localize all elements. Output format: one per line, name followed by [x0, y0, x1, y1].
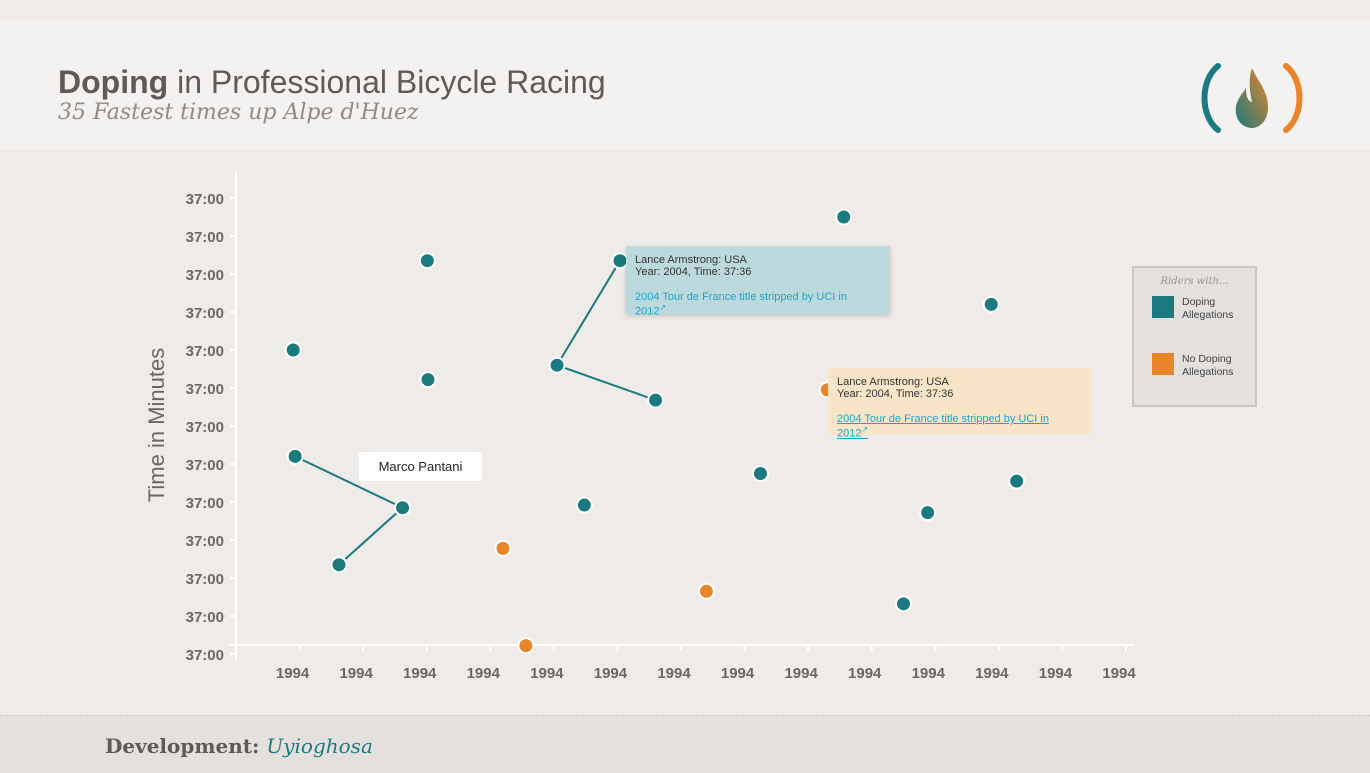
scatter-chart: 37:00 37:00 37:00 37:00 37:00 37:00 37:00 37:00… [0, 150, 1370, 715]
x-tick-label: 1994 [848, 665, 882, 682]
developer-name[interactable]: Uyioghosa [266, 734, 373, 758]
data-point-no-doping [697, 582, 715, 600]
freecodecamp-flame-logo[interactable] [1196, 58, 1308, 138]
x-tick-label: 1994 [784, 665, 818, 682]
y-tick-label: 37:00 [186, 191, 224, 208]
external-link-icon: ↗ [861, 425, 869, 434]
x-tick-label: 1994 [339, 665, 373, 682]
legend-label-line2: Allegations [1182, 309, 1234, 321]
page-title: Doping in Professional Bicycle Racing [58, 64, 606, 101]
legend-swatch-no-doping [1152, 353, 1174, 375]
data-point-no-doping [517, 637, 535, 655]
data-point-doping [286, 447, 304, 465]
legend-title: Riders with... [1160, 276, 1229, 287]
tooltip-no-doping: Lance Armstrong: USA Year: 2004, Time: 3… [828, 368, 1092, 440]
x-tick-label: 1994 [403, 665, 437, 682]
data-point-doping [330, 556, 348, 574]
data-point-doping [895, 595, 912, 613]
y-tick-label: 37:00 [186, 305, 224, 322]
y-tick-label: 37:00 [186, 457, 224, 474]
data-point-doping [982, 295, 1000, 313]
data-point-doping [647, 391, 665, 409]
x-tick-label: 1994 [594, 665, 628, 682]
legend-label-doping: Doping Allegations [1182, 296, 1262, 322]
data-point-doping [418, 252, 436, 270]
data-point-doping [919, 504, 937, 522]
y-tick-label: 37:00 [186, 495, 224, 512]
tooltip-link[interactable]: 2004 Tour de France title stripped by UC… [635, 291, 881, 318]
y-tick-label: 37:00 [186, 533, 224, 550]
x-tick-label: 1994 [276, 665, 310, 682]
data-point-no-doping [494, 539, 512, 557]
title-rest: in Professional Bicycle Racing [168, 64, 606, 100]
legend-label-line1: Doping [1182, 296, 1216, 308]
data-point-doping [394, 499, 412, 517]
y-tick-label: 37:00 [186, 267, 224, 284]
tooltip-rider: Lance Armstrong: USA [635, 254, 747, 266]
tooltip-link[interactable]: 2004 Tour de France title stripped by UC… [837, 413, 1083, 440]
data-point-doping [751, 465, 769, 482]
footer: Development: Uyioghosa [0, 715, 1370, 773]
x-tick-label: 1994 [975, 665, 1009, 682]
x-tick-label: 1994 [657, 665, 691, 682]
legend-label-line2: Allegations [1182, 366, 1234, 378]
data-point-doping [835, 208, 853, 226]
x-tick-label: 1994 [1039, 665, 1073, 682]
rider-label-marco-pantani: Marco Pantani [359, 452, 482, 481]
data-point-doping [548, 356, 566, 374]
y-axis-title: Time in Minutes [144, 348, 169, 502]
data-point-doping [575, 496, 593, 514]
title-bold: Doping [58, 64, 169, 100]
x-tick-label: 1994 [721, 665, 755, 682]
tooltip-doping: Lance Armstrong: USA Year: 2004, Time: 3… [626, 246, 890, 318]
x-tick-label: 1994 [467, 665, 501, 682]
x-tick-label: 1994 [912, 665, 946, 682]
tooltip-link-text[interactable]: 2004 Tour de France title stripped by UC… [635, 291, 847, 318]
y-tick-label: 37:00 [186, 343, 224, 360]
right-paren-icon [1283, 63, 1303, 133]
y-tick-label: 37:00 [186, 571, 224, 588]
legend: Riders with... Doping Allegations No Dopi… [1132, 266, 1257, 407]
x-tick-label: 1994 [530, 665, 564, 682]
data-point-doping [1008, 472, 1026, 490]
page-subtitle: 35 Fastest times up Alpe d'Huez [58, 100, 419, 125]
x-tick-label: 1994 [1102, 665, 1136, 682]
external-link-icon: ↗ [659, 303, 667, 312]
legend-label-no-doping: No Doping Allegations [1182, 353, 1262, 379]
scatter-plot: 37:00 37:00 37:00 37:00 37:00 37:00 37:00 37:00… [144, 172, 1136, 682]
y-tick-labels: 37:00 37:00 37:00 37:00 37:00 37:00 37:00 37:00… [186, 191, 236, 664]
tooltip-year-time: Year: 2004, Time: 37:36 [635, 266, 752, 278]
tooltip-rider: Lance Armstrong: USA [837, 376, 949, 388]
y-tick-label: 37:00 [186, 609, 224, 626]
tooltip-year-time: Year: 2004, Time: 37:36 [837, 388, 954, 400]
y-tick-label: 37:00 [186, 229, 224, 246]
footer-credit: Development: Uyioghosa [105, 734, 373, 758]
legend-swatch-doping [1152, 296, 1174, 318]
footer-label: Development: [105, 734, 260, 758]
flame-icon [1235, 68, 1268, 128]
y-tick-label: 37:00 [186, 381, 224, 398]
data-point-doping [284, 341, 302, 359]
connector-lines [294, 260, 656, 566]
y-tick-label: 37:00 [186, 419, 224, 436]
legend-label-line1: No Doping [1182, 353, 1232, 365]
tooltip-link-text[interactable]: 2004 Tour de France title stripped by UC… [837, 413, 1049, 440]
header: Doping in Professional Bicycle Racing 35… [0, 20, 1370, 150]
y-tick-label: 37:00 [186, 647, 224, 664]
data-point-doping [419, 371, 437, 389]
x-tick-labels: 1994 1994 1994 1994 1994 1994 1994 1994 1994 1994… [276, 645, 1136, 682]
left-paren-icon [1201, 63, 1221, 133]
